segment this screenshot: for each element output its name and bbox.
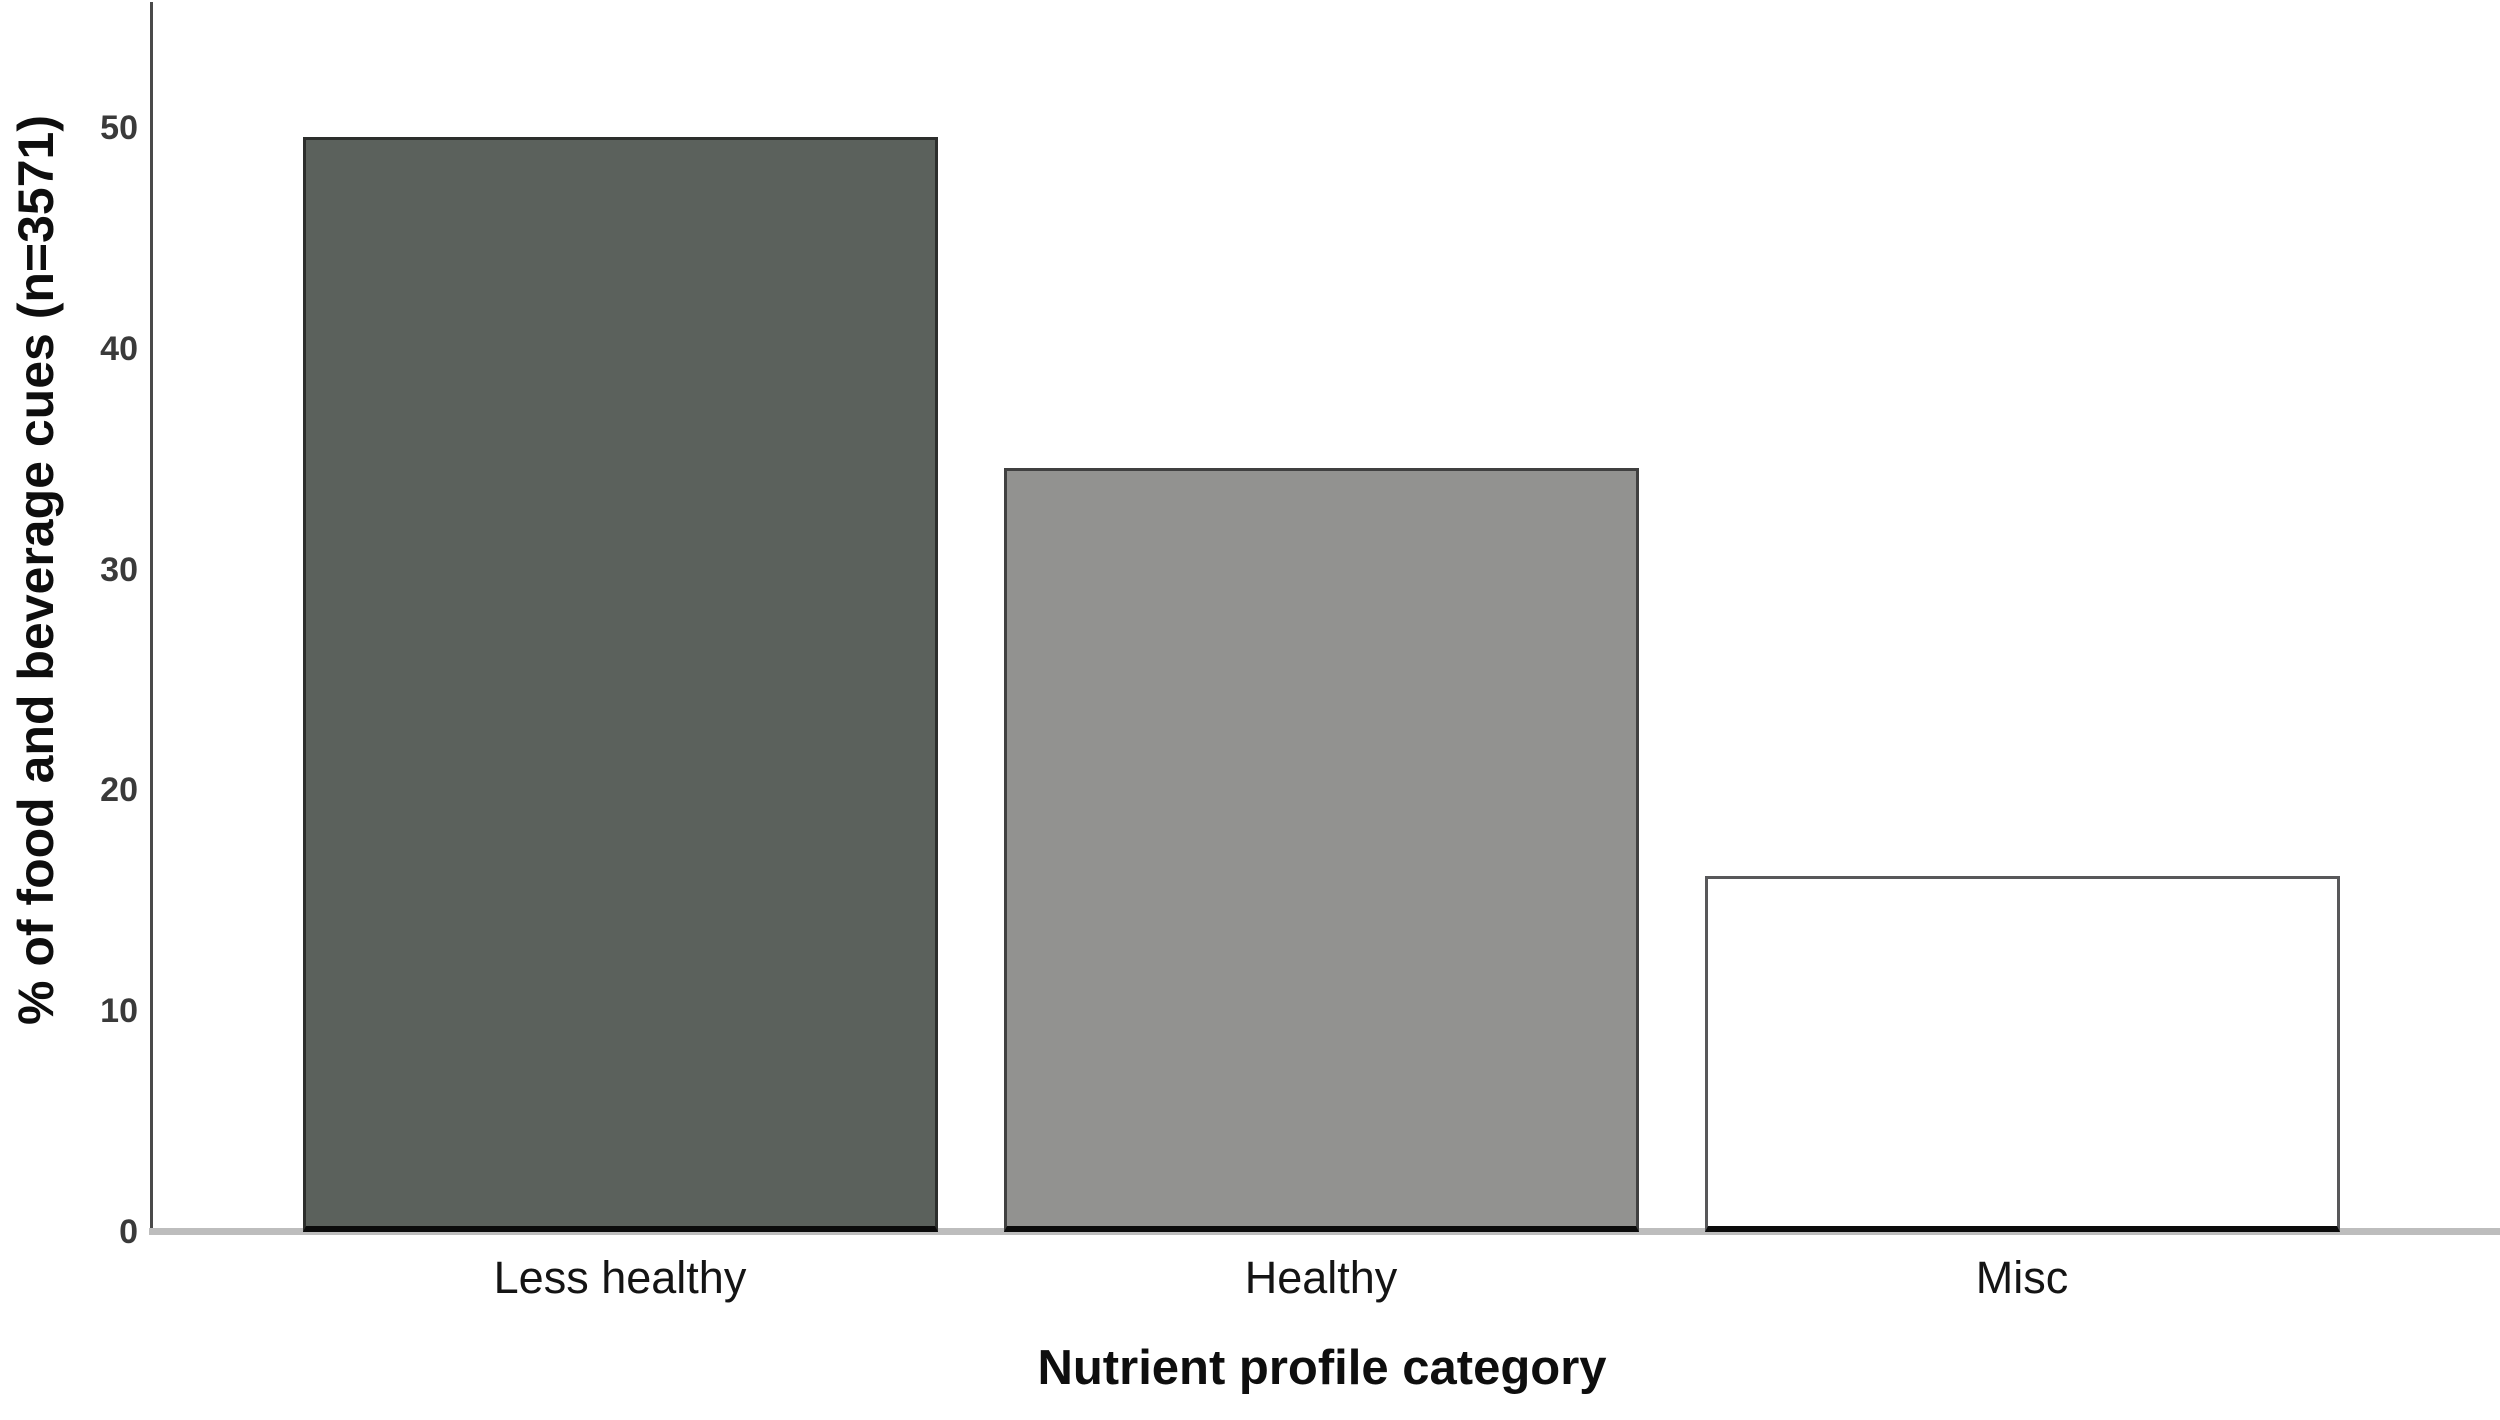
bar-less-healthy xyxy=(302,136,938,1232)
x-category-label-healthy: Healthy xyxy=(1244,1252,1398,1303)
x-axis-title: Nutrient profile category xyxy=(1037,1341,1607,1395)
x-category-label-less-healthy: Less healthy xyxy=(493,1252,747,1303)
y-tick-label: 0 xyxy=(119,1213,138,1251)
y-axis-line xyxy=(150,2,153,1235)
y-tick-label: 50 xyxy=(100,108,138,147)
x-category-label-misc: Misc xyxy=(1975,1252,2069,1303)
y-tick-label: 40 xyxy=(100,329,138,368)
y-tick-label: 20 xyxy=(100,771,138,810)
y-tick-label: 10 xyxy=(100,992,138,1031)
bar-healthy xyxy=(1003,467,1639,1232)
y-tick-label: 30 xyxy=(100,550,138,589)
bar-misc xyxy=(1704,876,2340,1232)
